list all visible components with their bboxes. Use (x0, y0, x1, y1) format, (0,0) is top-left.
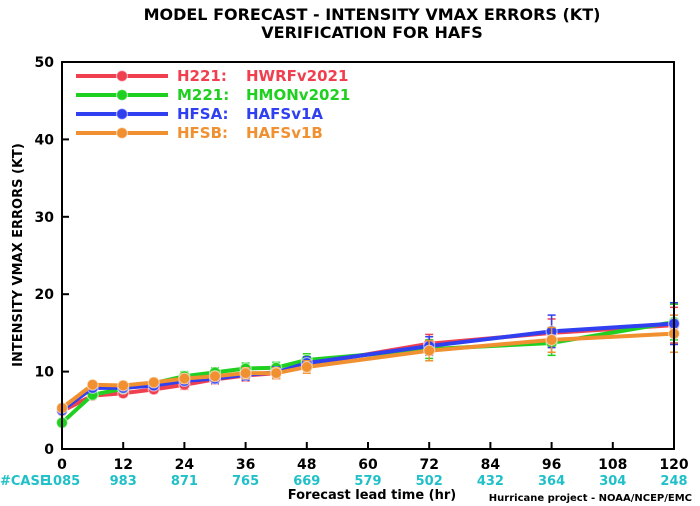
legend-model-name: HAFSv1A (246, 105, 323, 123)
y-tick-label: 40 (35, 132, 55, 148)
legend-item: HFSA: HAFSv1A (76, 105, 323, 123)
y-tick-label: 50 (35, 55, 55, 71)
y-axis-ticks: 0 10 20 30 40 50 (35, 55, 69, 458)
case-count-value: 579 (354, 474, 381, 489)
legend-marker (115, 107, 129, 121)
chart-subtitle: VERIFICATION FOR HAFS (261, 23, 482, 42)
x-tick-label: 120 (659, 457, 688, 473)
legend-series-name: M221: (177, 86, 229, 104)
legend-model-name: HMONv2021 (246, 86, 350, 104)
data-point (423, 344, 436, 357)
case-count-value: 502 (416, 474, 443, 489)
data-point (208, 370, 222, 383)
y-axis-label: INTENSITY VMAX ERRORS (KT) (11, 143, 26, 367)
credit-text: Hurricane project - NOAA/NCEP/EMC (489, 493, 692, 504)
x-axis-label: Forecast lead time (hr) (288, 488, 456, 503)
x-tick-label: 36 (236, 457, 255, 473)
data-point (300, 360, 313, 374)
y-tick-label: 30 (35, 210, 55, 226)
legend-model-name: HWRFv2021 (246, 67, 348, 85)
series-layer (55, 301, 681, 429)
data-point (86, 378, 99, 391)
y-tick-label: 20 (35, 287, 55, 303)
x-tick-label: 60 (358, 457, 378, 473)
x-tick-label: 108 (598, 457, 627, 473)
data-point (270, 367, 283, 380)
case-count-row: #CASE 1085 983 871 765 669 579 502 432 364 304 248 (0, 474, 688, 489)
x-tick-label: 72 (419, 457, 438, 473)
case-count-value: 432 (477, 474, 504, 489)
legend-marker (115, 88, 129, 102)
x-tick-label: 48 (297, 457, 316, 473)
case-count-value: 364 (538, 474, 565, 489)
case-count-value: 304 (599, 474, 626, 489)
data-point (545, 333, 558, 346)
case-count-value: 871 (171, 474, 198, 489)
y-tick-label: 10 (35, 365, 55, 381)
x-tick-label: 24 (175, 457, 195, 473)
case-count-value: 248 (660, 474, 687, 489)
series-hwrfv2021 (55, 306, 681, 418)
legend-model-name: HAFSv1B (246, 124, 323, 142)
x-tick-label: 0 (57, 457, 67, 473)
case-count-value: 669 (293, 474, 320, 489)
data-point (178, 372, 191, 385)
case-count-value: 983 (110, 474, 137, 489)
plot-frame (61, 61, 675, 450)
legend-item: HFSB: HAFSv1B (76, 124, 323, 142)
series-line (60, 331, 675, 410)
case-count-value: 765 (232, 474, 259, 489)
case-count-value: 1085 (44, 474, 80, 489)
chart-title: MODEL FORECAST - INTENSITY VMAX ERRORS (… (144, 5, 601, 24)
legend-item: H221: HWRFv2021 (76, 67, 348, 85)
legend-series-name: HFSB: (177, 124, 228, 142)
case-count-label: #CASE (0, 474, 49, 489)
legend: H221: HWRFv2021 M221: HMONv2021 HFSA: HAFSv1A… (76, 67, 350, 142)
legend-marker (115, 69, 129, 83)
x-tick-label: 96 (542, 457, 561, 473)
series-hmonv2021 (55, 303, 681, 429)
data-point (147, 376, 160, 389)
data-point (239, 367, 252, 380)
legend-item: M221: HMONv2021 (76, 86, 350, 104)
data-point (117, 379, 130, 392)
legend-series-name: HFSA: (177, 105, 229, 123)
legend-marker (115, 126, 129, 140)
x-tick-label: 84 (481, 457, 501, 473)
legend-series-name: H221: (177, 67, 227, 85)
series-hafsv1b (55, 314, 681, 415)
x-axis-ticks: 0 12 24 36 48 60 72 84 96 108 120 (57, 442, 689, 473)
x-tick-label: 12 (113, 457, 132, 473)
y-tick-label: 0 (44, 442, 54, 458)
